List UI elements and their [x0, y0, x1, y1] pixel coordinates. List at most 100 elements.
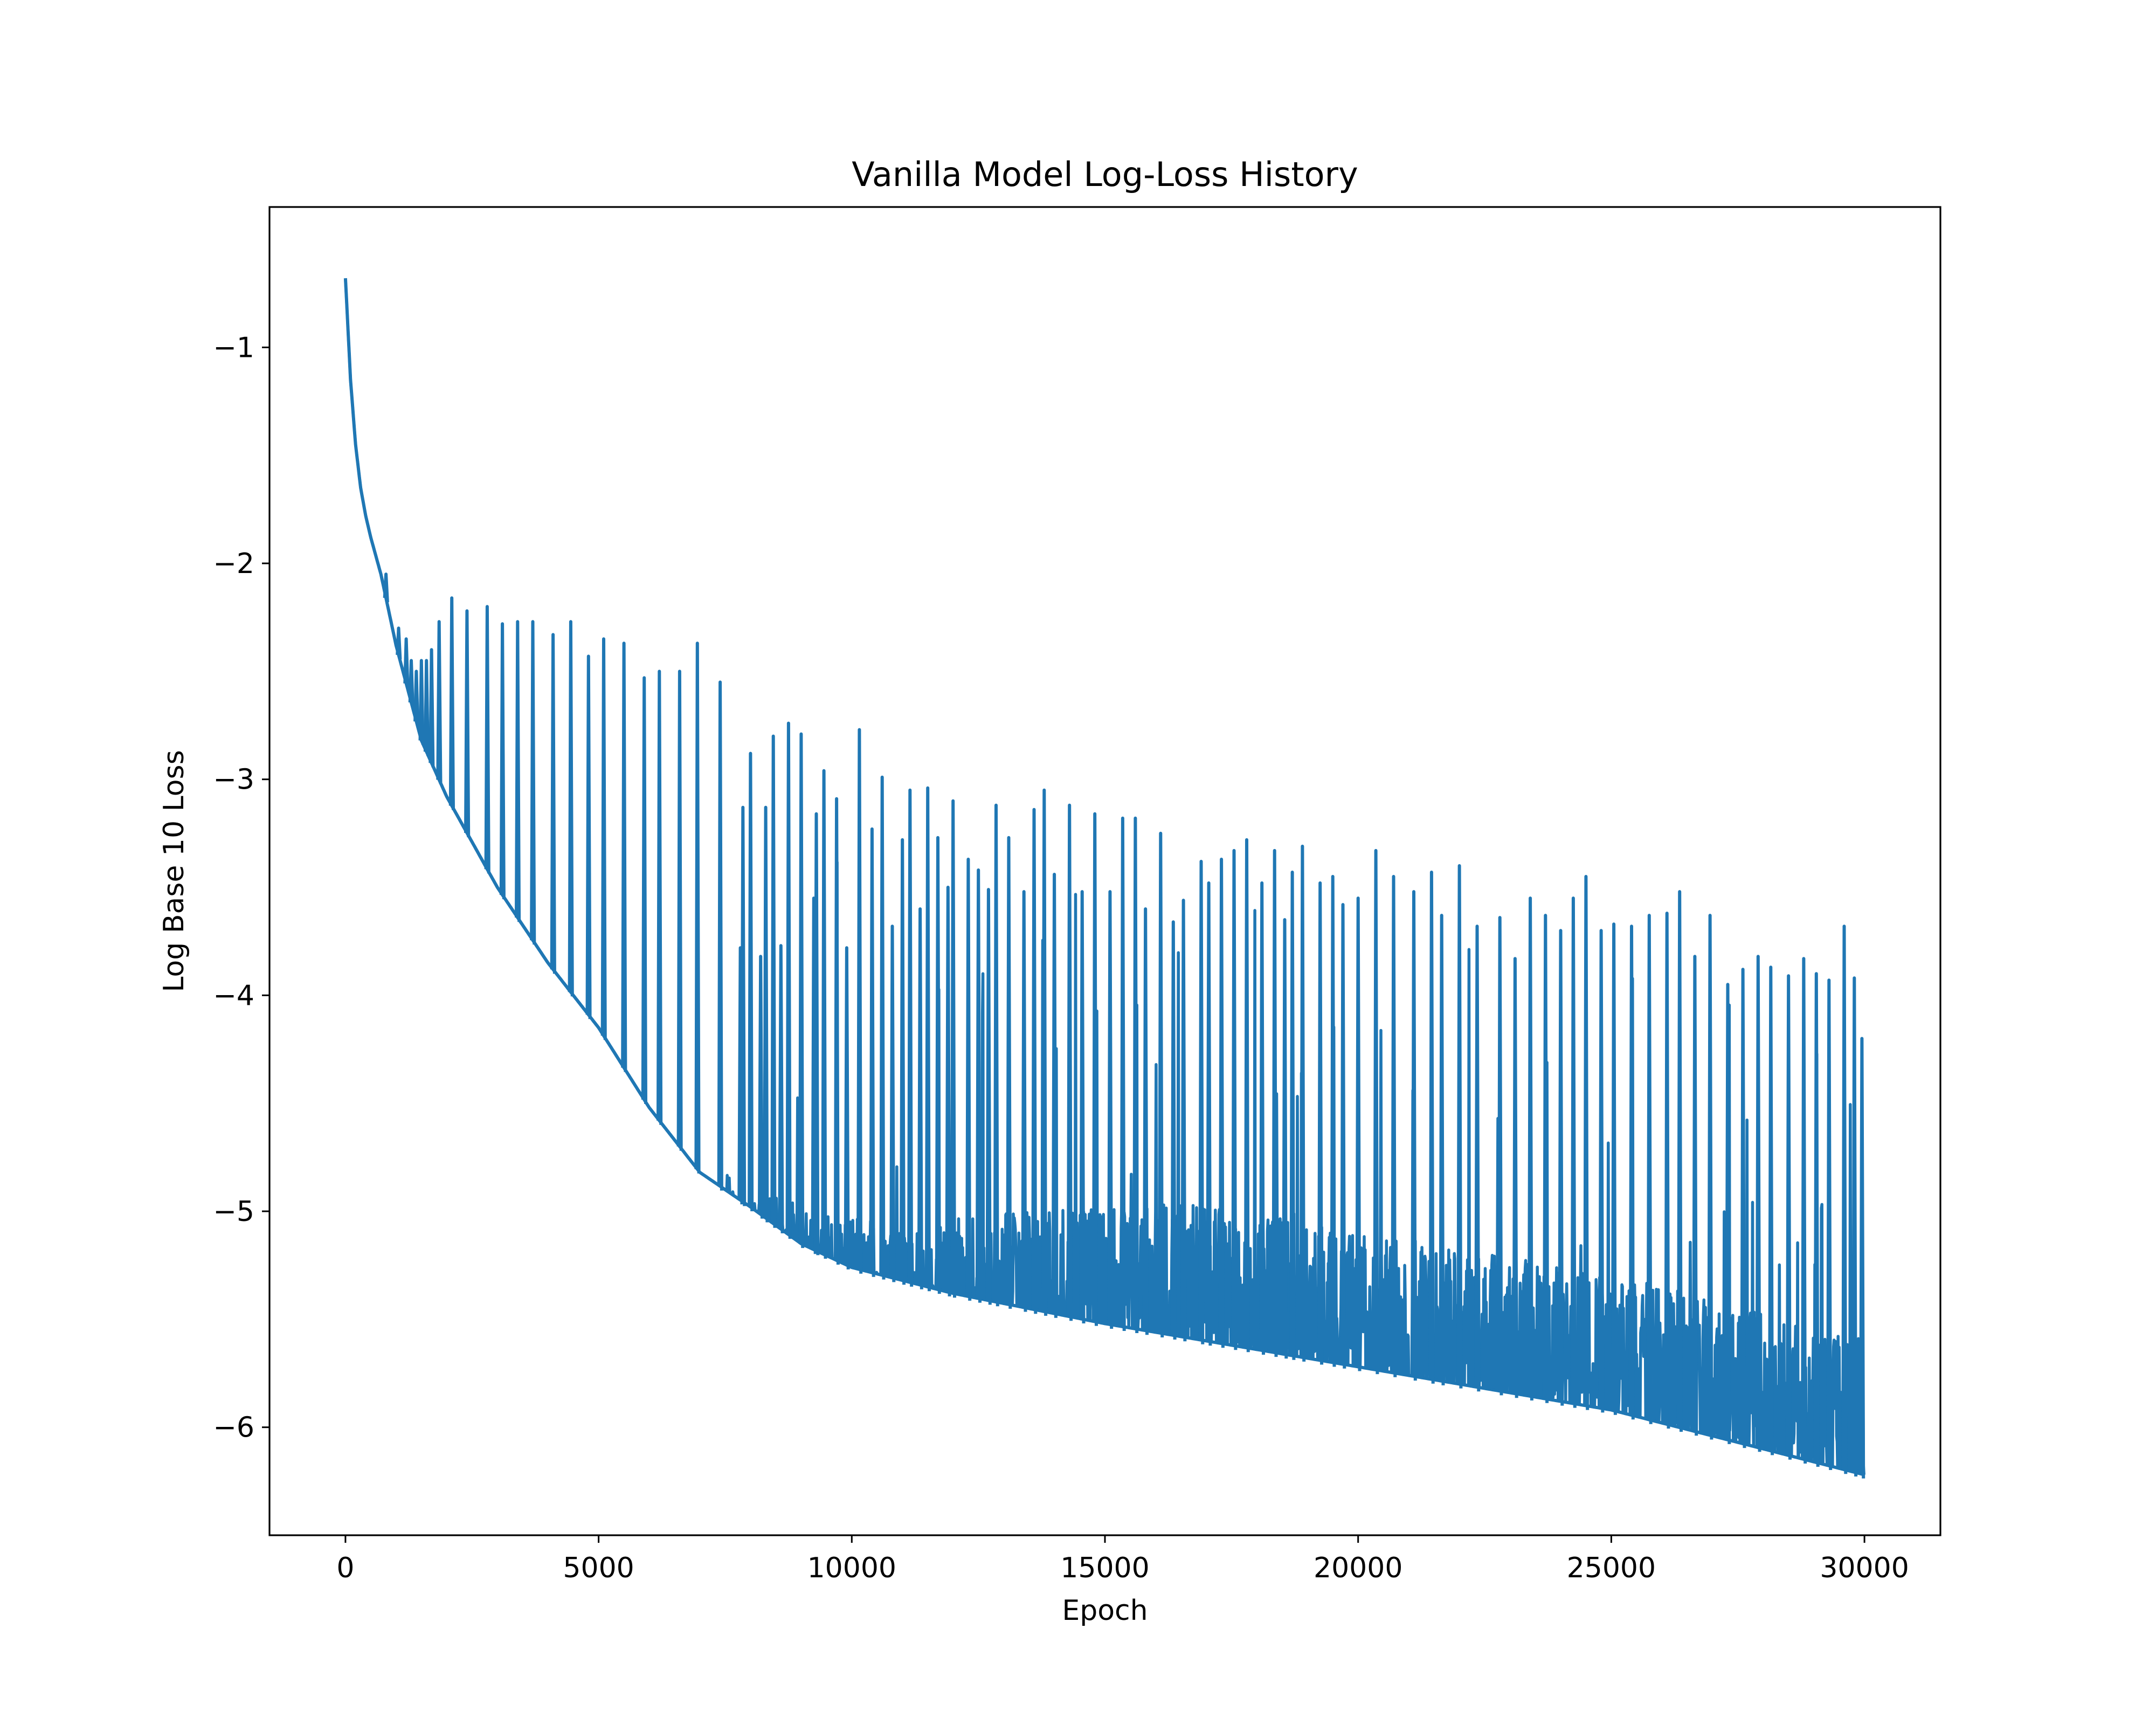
loss-spike: [1006, 836, 1012, 1309]
loss-spike: [1755, 955, 1761, 1452]
loss-spike: [975, 868, 982, 1303]
y-tick-label: −1: [213, 332, 254, 364]
loss-spike: [785, 721, 792, 1239]
loss-spike: [1170, 920, 1177, 1340]
loss-spike: [530, 620, 536, 945]
loss-spike: [448, 596, 455, 810]
loss-spike: [413, 670, 420, 726]
loss-spike: [844, 946, 850, 1269]
loss-spike: [1031, 808, 1038, 1314]
loss-spike: [1107, 890, 1114, 1329]
loss-spike: [1355, 896, 1362, 1371]
loss-spike: [694, 641, 701, 1174]
loss-spike: [383, 572, 389, 603]
loss-spike: [1231, 848, 1238, 1350]
loss-spike: [869, 827, 875, 1277]
loss-spike: [1132, 816, 1139, 1334]
loss-spike: [1583, 875, 1590, 1410]
loss-spike: [740, 805, 747, 1206]
loss-spike: [907, 788, 914, 1287]
y-tick-label: −4: [213, 979, 254, 1012]
loss-spike: [436, 620, 443, 784]
loss-spike: [1066, 803, 1073, 1321]
loss-spike: [1411, 890, 1417, 1381]
loss-spike: [985, 888, 992, 1305]
loss-spike: [1198, 860, 1205, 1344]
loss-spike: [676, 670, 683, 1151]
loss-spike: [945, 886, 951, 1296]
loss-spike: [950, 799, 956, 1298]
loss-spike: [408, 659, 414, 707]
y-axis-ticks: −1 −2 −3 −4 −5 −6: [213, 332, 270, 1444]
loss-spike: [484, 605, 490, 874]
loss-spike: [600, 637, 607, 1040]
loss-spike: [757, 955, 764, 1219]
loss-spike: [993, 803, 999, 1307]
loss-spike: [1512, 957, 1518, 1398]
loss-spike: [515, 620, 521, 922]
loss-spike: [1542, 914, 1549, 1403]
loss-spike: [763, 805, 769, 1223]
loss-spike: [833, 797, 840, 1265]
loss-spike: [1558, 929, 1564, 1406]
loss-spike: [1598, 929, 1605, 1413]
loss-spike: [403, 637, 410, 688]
loss-spike: [423, 659, 430, 756]
loss-spike: [1826, 978, 1833, 1471]
series-layer: [343, 278, 1865, 1479]
loss-spike: [1142, 907, 1149, 1335]
loss-spike: [1628, 924, 1635, 1420]
loss-spike: [1041, 788, 1048, 1316]
y-tick-label: −6: [213, 1412, 254, 1444]
loss-spike: [1692, 955, 1698, 1436]
loss-spike: [1664, 912, 1670, 1429]
loss-spike: [1021, 890, 1027, 1312]
loss-spike: [1570, 896, 1577, 1408]
loss-spike: [1282, 918, 1288, 1359]
loss-spike: [1218, 858, 1225, 1348]
loss-spike: [1497, 916, 1503, 1396]
y-axis-label: Log Base 10 Loss: [158, 750, 190, 992]
loss-spike: [1289, 871, 1296, 1360]
loss-spike: [429, 648, 435, 768]
loss-spike: [1841, 924, 1848, 1474]
loss-spike: [1079, 890, 1086, 1324]
x-tick-label: 0: [336, 1552, 354, 1584]
loss-spike: [1785, 974, 1792, 1460]
loss-spike: [1317, 881, 1324, 1365]
loss-spike: [889, 924, 896, 1282]
loss-spike: [1646, 914, 1653, 1424]
loss-spike: [657, 670, 663, 1125]
loss-spike: [1206, 881, 1212, 1346]
loss-spike: [585, 654, 592, 1019]
x-tick-label: 25000: [1567, 1552, 1656, 1584]
loss-spike: [568, 620, 574, 997]
x-tick-label: 30000: [1820, 1552, 1909, 1584]
loss-spike: [1851, 976, 1858, 1477]
loss-spike: [717, 680, 723, 1191]
loss-spike: [621, 641, 627, 1072]
y-tick-label: −3: [213, 764, 254, 796]
loss-spike: [1676, 890, 1683, 1432]
x-tick-label: 10000: [807, 1552, 896, 1584]
x-axis-ticks: 0 5000 10000 15000 20000 25000 30000: [336, 1535, 1909, 1584]
loss-spike: [1180, 899, 1187, 1342]
loss-spike: [1428, 871, 1435, 1384]
loss-spike: [1259, 881, 1265, 1355]
loss-spike: [778, 944, 784, 1233]
loss-spike: [924, 786, 931, 1292]
loss-spike: [1527, 896, 1533, 1401]
loss-spike: [464, 609, 471, 838]
loss-spike: [1158, 831, 1164, 1338]
loss-spike: [1051, 873, 1058, 1318]
chart-title: Vanilla Model Log-Loss History: [852, 155, 1358, 194]
loss-spike: [1813, 972, 1820, 1467]
loss-spike: [1801, 957, 1807, 1464]
loss-spike: [917, 907, 923, 1289]
loss-spike: [748, 751, 754, 1212]
loss-spike: [1439, 914, 1445, 1385]
loss-spike: [641, 676, 647, 1104]
loss-spike: [499, 622, 506, 900]
loss-spike: [1272, 848, 1278, 1357]
